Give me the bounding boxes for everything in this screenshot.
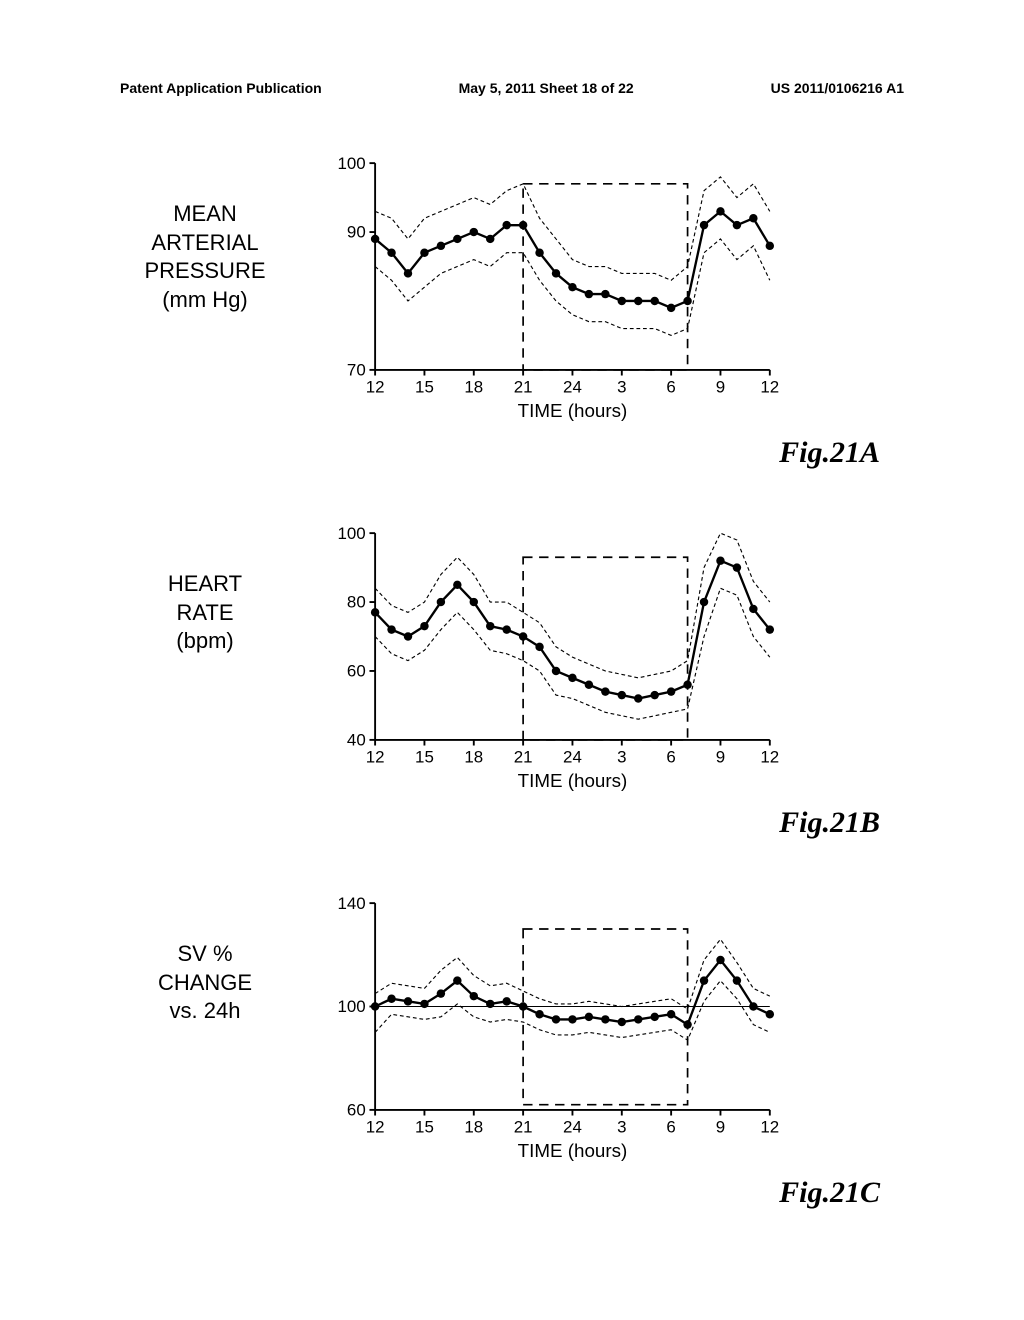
svg-text:12: 12 bbox=[760, 1117, 779, 1136]
svg-text:6: 6 bbox=[666, 377, 675, 396]
svg-text:100: 100 bbox=[337, 997, 365, 1016]
svg-text:15: 15 bbox=[415, 1117, 434, 1136]
plot-hr: 406080100121518212436912TIME (hours) bbox=[330, 520, 750, 740]
svg-text:6: 6 bbox=[666, 747, 675, 766]
svg-text:100: 100 bbox=[337, 154, 365, 173]
chart-map: MEANARTERIALPRESSURE(mm Hg) 70 90 100 12 15 1… bbox=[130, 140, 900, 480]
svg-text:6: 6 bbox=[666, 1117, 675, 1136]
svg-text:24: 24 bbox=[563, 377, 582, 396]
svg-text:9: 9 bbox=[716, 377, 725, 396]
chart-sv: SV %CHANGEvs. 24h 60 100 140 12 15 18 21 24 3 6 9 1… bbox=[130, 880, 900, 1220]
svg-text:12: 12 bbox=[366, 747, 385, 766]
chart-hr: HEARTRATE(bpm) 40 60 80 100 12 15 18 21 24 3 6 9 12 T… bbox=[130, 510, 900, 850]
svg-text:9: 9 bbox=[716, 1117, 725, 1136]
svg-text:24: 24 bbox=[563, 747, 582, 766]
svg-text:12: 12 bbox=[366, 1117, 385, 1136]
header-left: Patent Application Publication bbox=[120, 80, 322, 96]
header-center: May 5, 2011 Sheet 18 of 22 bbox=[459, 80, 634, 96]
svg-text:100: 100 bbox=[337, 524, 365, 543]
svg-text:TIME (hours): TIME (hours) bbox=[518, 1140, 628, 1161]
ylabel-sv: SV %CHANGEvs. 24h bbox=[130, 940, 280, 1026]
svg-text:21: 21 bbox=[514, 1117, 533, 1136]
svg-text:15: 15 bbox=[415, 747, 434, 766]
svg-text:TIME (hours): TIME (hours) bbox=[518, 400, 628, 421]
ylabel-map: MEANARTERIALPRESSURE(mm Hg) bbox=[130, 200, 280, 314]
svg-text:70: 70 bbox=[347, 361, 366, 380]
plot-sv: 60100140121518212436912TIME (hours) bbox=[330, 890, 750, 1110]
svg-text:12: 12 bbox=[366, 377, 385, 396]
svg-text:40: 40 bbox=[347, 731, 366, 750]
svg-text:24: 24 bbox=[563, 1117, 582, 1136]
svg-text:TIME (hours): TIME (hours) bbox=[518, 770, 628, 791]
svg-text:18: 18 bbox=[464, 747, 483, 766]
svg-text:18: 18 bbox=[464, 377, 483, 396]
svg-text:90: 90 bbox=[347, 223, 366, 242]
svg-text:3: 3 bbox=[617, 377, 626, 396]
fig-label-21b: Fig.21B bbox=[779, 806, 880, 840]
svg-text:18: 18 bbox=[464, 1117, 483, 1136]
svg-text:9: 9 bbox=[716, 747, 725, 766]
svg-text:21: 21 bbox=[514, 377, 533, 396]
plot-map: 7090100121518212436912TIME (hours) bbox=[330, 150, 750, 370]
svg-text:80: 80 bbox=[347, 593, 366, 612]
svg-text:12: 12 bbox=[760, 747, 779, 766]
svg-text:3: 3 bbox=[617, 1117, 626, 1136]
fig-label-21c: Fig.21C bbox=[779, 1176, 880, 1210]
svg-text:60: 60 bbox=[347, 662, 366, 681]
svg-text:60: 60 bbox=[347, 1101, 366, 1120]
svg-text:140: 140 bbox=[337, 894, 365, 913]
svg-text:15: 15 bbox=[415, 377, 434, 396]
svg-text:12: 12 bbox=[760, 377, 779, 396]
fig-label-21a: Fig.21A bbox=[779, 436, 880, 470]
header-right: US 2011/0106216 A1 bbox=[771, 80, 904, 96]
svg-text:3: 3 bbox=[617, 747, 626, 766]
page-header: Patent Application Publication May 5, 20… bbox=[0, 80, 1024, 96]
svg-text:21: 21 bbox=[514, 747, 533, 766]
ylabel-hr: HEARTRATE(bpm) bbox=[130, 570, 280, 656]
